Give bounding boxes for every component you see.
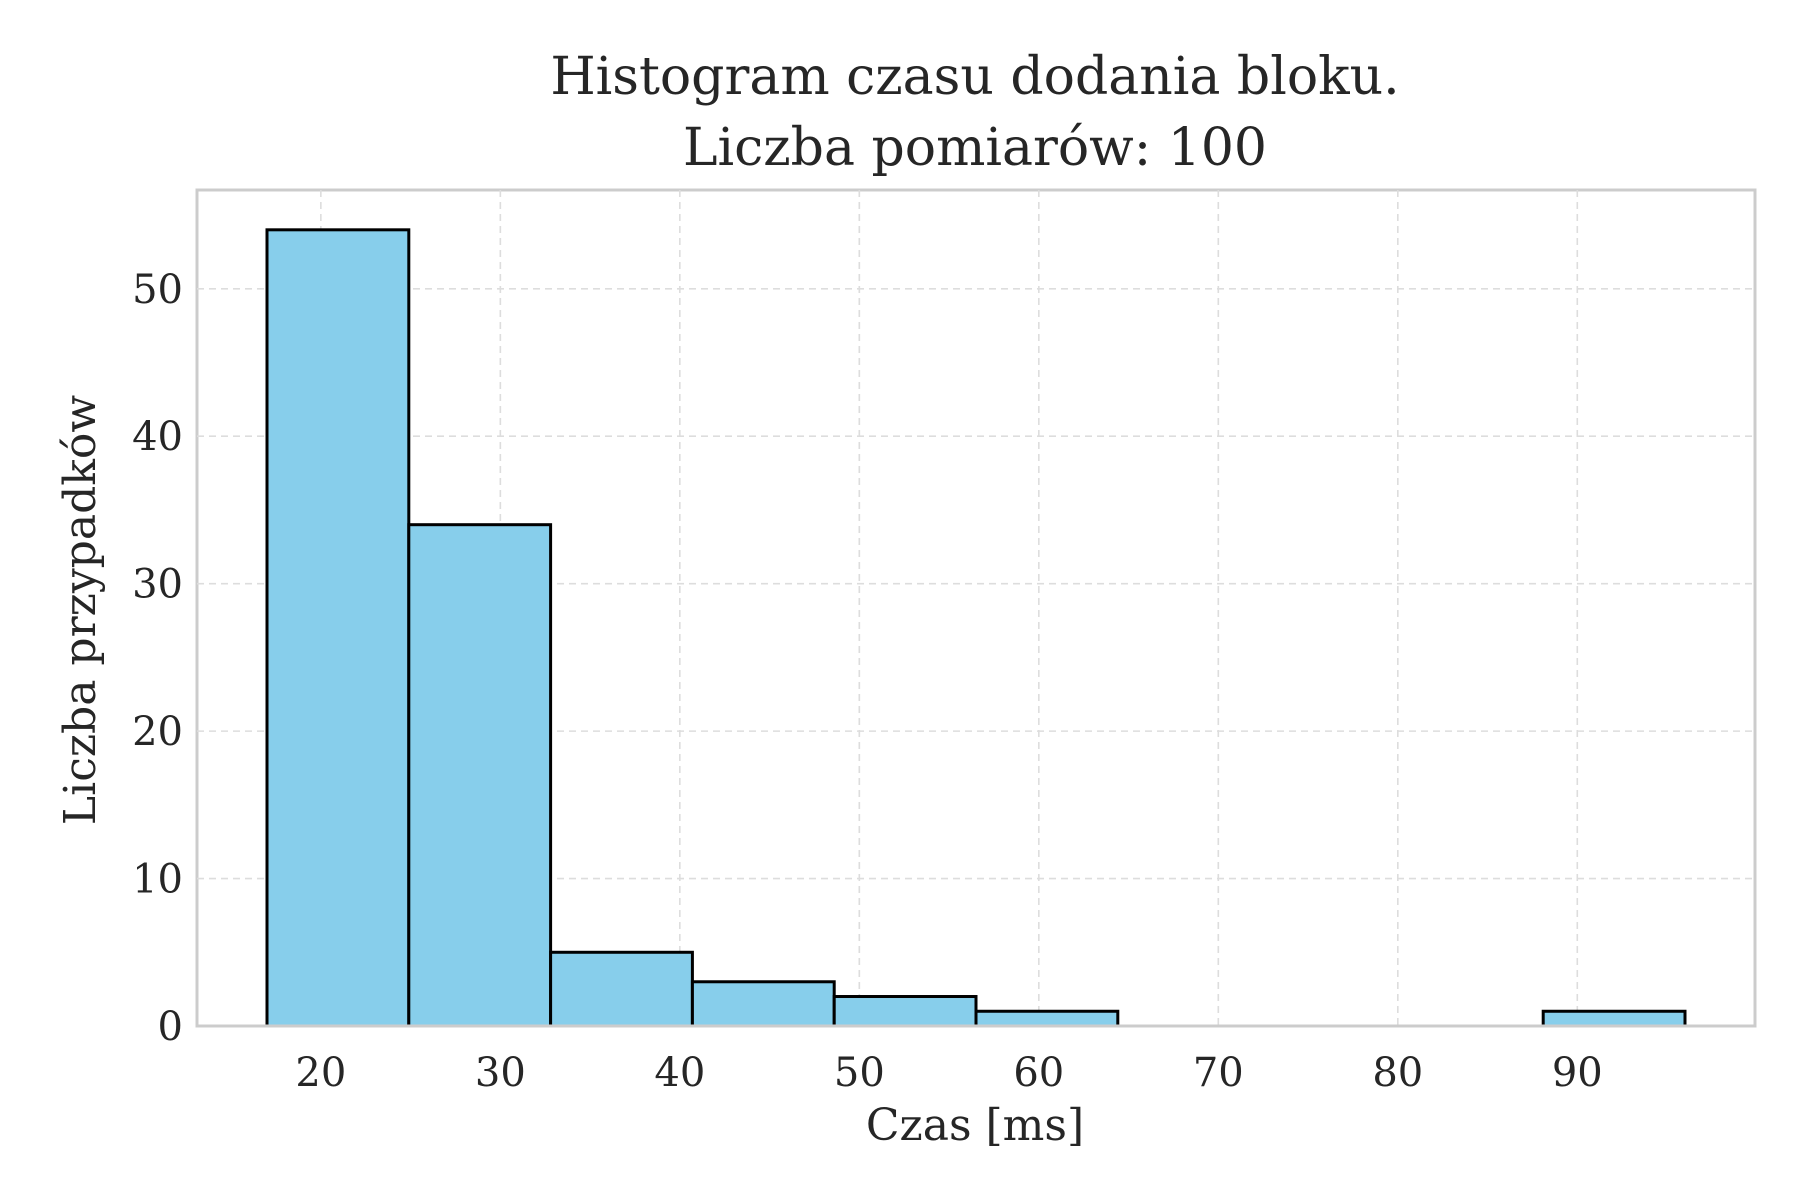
x-tick-label-80: 80 bbox=[1372, 1050, 1423, 1096]
histogram-bar-3 bbox=[690, 980, 836, 1028]
chart-title-line-1: Histogram czasu dodania bloku. bbox=[550, 47, 1399, 107]
bars bbox=[197, 228, 1755, 1028]
y-axis-label: Liczba przypadków bbox=[55, 395, 106, 825]
x-tick-label-90: 90 bbox=[1552, 1050, 1603, 1096]
x-tick-label-50: 50 bbox=[834, 1050, 885, 1096]
y-tick-label-30: 30 bbox=[132, 562, 183, 608]
x-tick-label-70: 70 bbox=[1193, 1050, 1244, 1096]
histogram-bar-0 bbox=[265, 228, 411, 1028]
x-tick-label-30: 30 bbox=[475, 1050, 526, 1096]
histogram-bar-5 bbox=[974, 1009, 1120, 1028]
histogram-bar-1 bbox=[407, 523, 553, 1028]
histogram-bar-2 bbox=[549, 950, 694, 1028]
x-axis-label: Czas [ms] bbox=[866, 1100, 1084, 1151]
chart-title-line-2: Liczba pomiarów: 100 bbox=[683, 118, 1267, 178]
x-tick-label-20: 20 bbox=[295, 1050, 346, 1096]
tick-labels: 20 30 40 50 60 70 80 90 0 10 20 30 40 50 bbox=[132, 267, 1603, 1096]
x-tick-label-60: 60 bbox=[1013, 1050, 1064, 1096]
x-tick-label-40: 40 bbox=[654, 1050, 705, 1096]
y-tick-label-10: 10 bbox=[132, 857, 183, 903]
histogram-bar-9 bbox=[1541, 1009, 1687, 1028]
histogram-bar-4 bbox=[832, 995, 978, 1028]
y-tick-label-0: 0 bbox=[158, 1004, 183, 1050]
y-tick-label-20: 20 bbox=[132, 709, 183, 755]
y-tick-label-40: 40 bbox=[132, 414, 183, 460]
y-tick-label-50: 50 bbox=[132, 267, 183, 313]
